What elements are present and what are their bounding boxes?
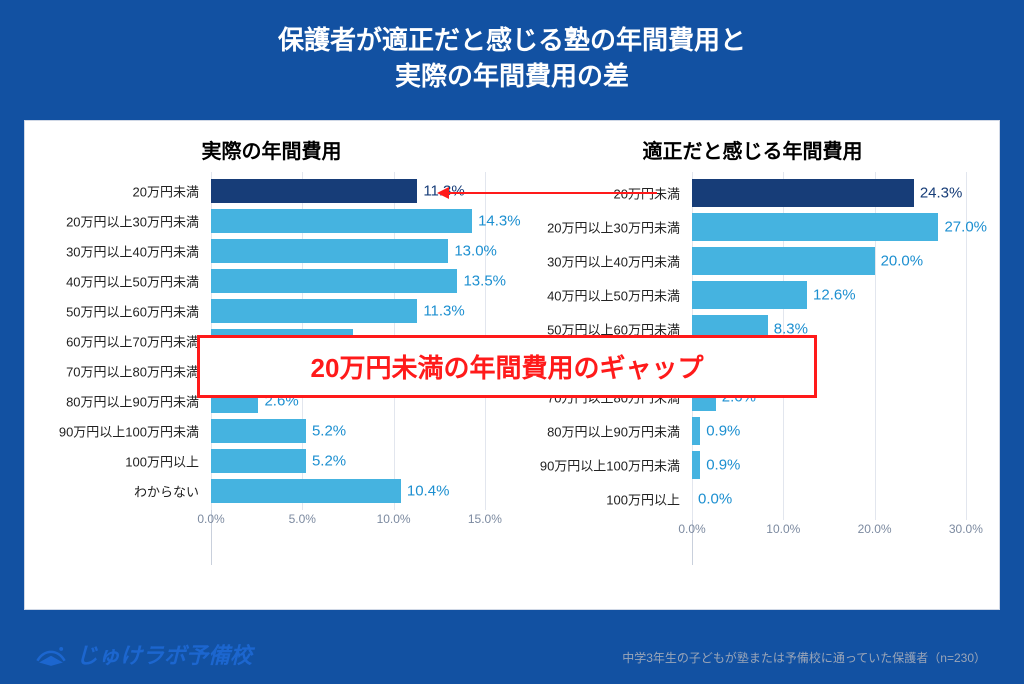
main-title: 保護者が適正だと感じる塾の年間費用と 実際の年間費用の差	[0, 0, 1024, 113]
value-label: 13.0%	[454, 243, 497, 260]
category-label: 20万円以上30万円未満	[524, 218, 686, 237]
axis-tick: 20.0%	[858, 522, 892, 536]
logo-icon	[34, 640, 68, 668]
value-label: 11.3%	[423, 303, 464, 320]
bar	[211, 449, 306, 473]
bar	[692, 451, 700, 479]
category-label: わからない	[43, 482, 205, 501]
category-label: 70万円以上80万円未満	[43, 362, 205, 381]
bar	[211, 269, 457, 293]
category-label: 30万円以上40万円未満	[43, 242, 205, 261]
category-label: 90万円以上100万円未満	[43, 422, 205, 441]
value-label: 10.4%	[407, 483, 450, 500]
footnote: 中学3年生の子どもが塾または予備校に通っていた保護者（n=230）	[622, 649, 986, 666]
value-label: 0.0%	[698, 491, 732, 508]
bar	[211, 209, 472, 233]
bar	[692, 417, 700, 445]
chart-panel: 実際の年間費用 11.3%14.3%13.0%13.5%11.3%7.8%5.2…	[24, 120, 1000, 610]
gap-arrow	[437, 192, 657, 194]
title-line-1: 保護者が適正だと感じる塾の年間費用と	[278, 25, 746, 55]
value-label: 20.0%	[881, 253, 924, 270]
bar	[692, 247, 875, 275]
bar	[211, 239, 448, 263]
category-label: 50万円以上60万円未満	[43, 302, 205, 321]
axis-tick: 0.0%	[197, 512, 224, 526]
bar	[692, 213, 938, 241]
bar	[692, 179, 914, 207]
value-label: 14.3%	[478, 213, 521, 230]
category-label: 60万円以上70万円未満	[43, 332, 205, 351]
axis-tick: 10.0%	[766, 522, 800, 536]
bar	[211, 299, 417, 323]
category-label: 30万円以上40万円未満	[524, 252, 686, 271]
gap-callout: 20万円未満の年間費用のギャップ	[197, 335, 817, 398]
category-label: 40万円以上50万円未満	[524, 286, 686, 305]
axis-tick: 5.0%	[289, 512, 316, 526]
value-label: 24.3%	[920, 185, 963, 202]
axis-tick: 30.0%	[949, 522, 983, 536]
value-label: 13.5%	[463, 273, 506, 290]
chart-left-title: 実際の年間費用	[43, 135, 500, 164]
category-label: 20万円以上30万円未満	[43, 212, 205, 231]
bar	[692, 281, 807, 309]
value-label: 0.9%	[706, 457, 740, 474]
brand-logo: じゅけラボ予備校	[34, 638, 252, 670]
category-label: 40万円以上50万円未満	[43, 272, 205, 291]
value-label: 27.0%	[944, 219, 987, 236]
bar	[211, 179, 417, 203]
bar	[211, 479, 401, 503]
category-label: 100万円以上	[43, 452, 205, 471]
axis-tick: 10.0%	[377, 512, 411, 526]
axis-tick: 0.0%	[678, 522, 705, 536]
value-label: 12.6%	[813, 287, 856, 304]
category-label: 90万円以上100万円未満	[524, 456, 686, 475]
category-label: 80万円以上90万円未満	[524, 422, 686, 441]
value-label: 5.2%	[312, 423, 346, 440]
category-label: 100万円以上	[524, 490, 686, 509]
title-line-2: 実際の年間費用の差	[395, 61, 629, 91]
value-label: 5.2%	[312, 453, 346, 470]
category-label: 20万円未満	[43, 182, 205, 201]
chart-right-title: 適正だと感じる年間費用	[524, 135, 981, 164]
callout-text: 20万円未満の年間費用のギャップ	[311, 353, 704, 383]
category-label: 80万円以上90万円未満	[43, 392, 205, 411]
value-label: 0.9%	[706, 423, 740, 440]
charts-container: 実際の年間費用 11.3%14.3%13.0%13.5%11.3%7.8%5.2…	[25, 121, 999, 609]
bar	[211, 419, 306, 443]
logo-text: じゅけラボ予備校	[76, 638, 252, 670]
axis-tick: 15.0%	[468, 512, 502, 526]
